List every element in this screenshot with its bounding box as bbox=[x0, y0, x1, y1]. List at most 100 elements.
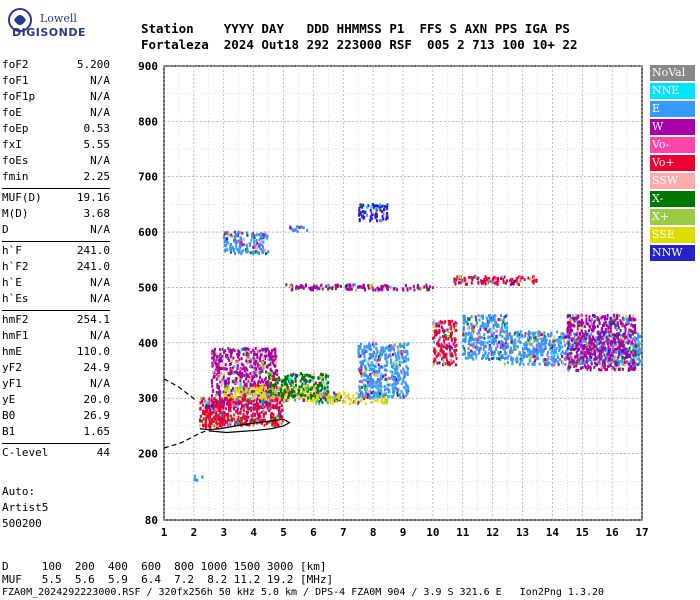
echo-point bbox=[468, 275, 471, 279]
echo-point bbox=[372, 206, 375, 210]
echo-point bbox=[238, 242, 241, 246]
echo-point bbox=[532, 334, 535, 338]
echo-point bbox=[442, 345, 445, 349]
echo-point bbox=[239, 416, 242, 420]
echo-point bbox=[438, 343, 441, 347]
x-tick-label: 16 bbox=[606, 526, 620, 539]
echo-point bbox=[632, 367, 635, 371]
echo-point bbox=[273, 386, 276, 390]
echo-point bbox=[404, 388, 407, 392]
legend-item-sse: SSE bbox=[650, 227, 695, 243]
echo-point bbox=[290, 391, 293, 395]
echo-point bbox=[522, 353, 525, 357]
echo-point bbox=[235, 401, 238, 405]
echo-point bbox=[299, 225, 302, 229]
echo-point bbox=[621, 355, 624, 359]
echo-point bbox=[497, 318, 500, 322]
echo-point bbox=[607, 345, 610, 349]
echo-point bbox=[400, 382, 403, 386]
echo-point bbox=[475, 356, 478, 360]
echo-point bbox=[278, 420, 281, 424]
echo-point bbox=[240, 252, 243, 256]
echo-point bbox=[394, 372, 397, 376]
echo-point bbox=[452, 322, 455, 326]
echo-point bbox=[444, 355, 447, 359]
echo-point bbox=[280, 401, 283, 405]
echo-point bbox=[603, 363, 606, 367]
echo-point bbox=[561, 360, 564, 364]
echo-point bbox=[571, 347, 574, 351]
echo-point bbox=[484, 275, 487, 279]
echo-point bbox=[265, 352, 268, 356]
echo-point bbox=[379, 203, 382, 207]
echo-point bbox=[535, 343, 538, 347]
echo-point bbox=[594, 355, 597, 359]
echo-point bbox=[213, 353, 216, 357]
echo-point bbox=[238, 245, 241, 249]
legend-item-w: W bbox=[650, 119, 695, 135]
echo-point bbox=[494, 276, 497, 280]
echo-point bbox=[610, 352, 613, 356]
echo-point bbox=[210, 352, 213, 356]
echo-point bbox=[324, 398, 327, 402]
echo-point bbox=[580, 344, 583, 348]
echo-point bbox=[212, 356, 215, 360]
echo-point bbox=[225, 240, 228, 244]
echo-point bbox=[361, 348, 364, 352]
echo-point bbox=[604, 328, 607, 332]
echo-point bbox=[264, 347, 267, 351]
echo-point bbox=[508, 279, 511, 283]
echo-point bbox=[324, 375, 327, 379]
echo-point bbox=[522, 362, 525, 366]
echo-point bbox=[394, 387, 397, 391]
echo-point bbox=[267, 372, 270, 376]
echo-point bbox=[405, 358, 408, 362]
echo-point bbox=[260, 378, 263, 382]
echo-point bbox=[316, 388, 319, 392]
param-value: 20.0 bbox=[83, 393, 111, 406]
echo-point bbox=[381, 391, 384, 395]
echo-point bbox=[285, 386, 288, 390]
echo-point bbox=[530, 343, 533, 347]
echo-point bbox=[227, 371, 230, 375]
echo-point bbox=[473, 338, 476, 342]
echo-point bbox=[398, 393, 401, 397]
echo-point bbox=[579, 356, 582, 360]
echo-point bbox=[245, 366, 248, 370]
echo-point bbox=[601, 345, 604, 349]
echo-point bbox=[385, 356, 388, 360]
echo-point bbox=[211, 364, 214, 368]
echo-point bbox=[378, 367, 381, 371]
echo-point bbox=[359, 210, 362, 214]
echo-point bbox=[490, 332, 493, 336]
echo-point bbox=[377, 205, 380, 209]
echo-point bbox=[449, 320, 452, 324]
echo-point bbox=[462, 344, 465, 348]
echo-point bbox=[257, 406, 260, 410]
echo-point bbox=[257, 381, 260, 385]
echo-point bbox=[248, 397, 251, 401]
echo-point bbox=[400, 390, 403, 394]
echo-point bbox=[625, 340, 628, 344]
echo-point bbox=[269, 381, 272, 385]
echo-point bbox=[357, 393, 360, 397]
echo-point bbox=[454, 363, 457, 367]
echo-point bbox=[563, 336, 566, 340]
echo-point bbox=[581, 318, 584, 322]
echo-point bbox=[473, 350, 476, 354]
echo-point bbox=[538, 362, 541, 366]
echo-point bbox=[585, 331, 588, 335]
echo-point bbox=[601, 327, 604, 331]
echo-point bbox=[403, 345, 406, 349]
echo-point bbox=[603, 343, 606, 347]
echo-point bbox=[575, 341, 578, 345]
echo-point bbox=[491, 338, 494, 342]
echo-point bbox=[467, 351, 470, 355]
echo-point bbox=[636, 362, 639, 366]
echo-point bbox=[491, 357, 494, 361]
echo-point bbox=[612, 357, 615, 361]
echo-point bbox=[490, 349, 493, 353]
param-value: 5.55 bbox=[83, 138, 111, 151]
echo-point bbox=[256, 417, 259, 421]
echo-point bbox=[496, 277, 499, 281]
